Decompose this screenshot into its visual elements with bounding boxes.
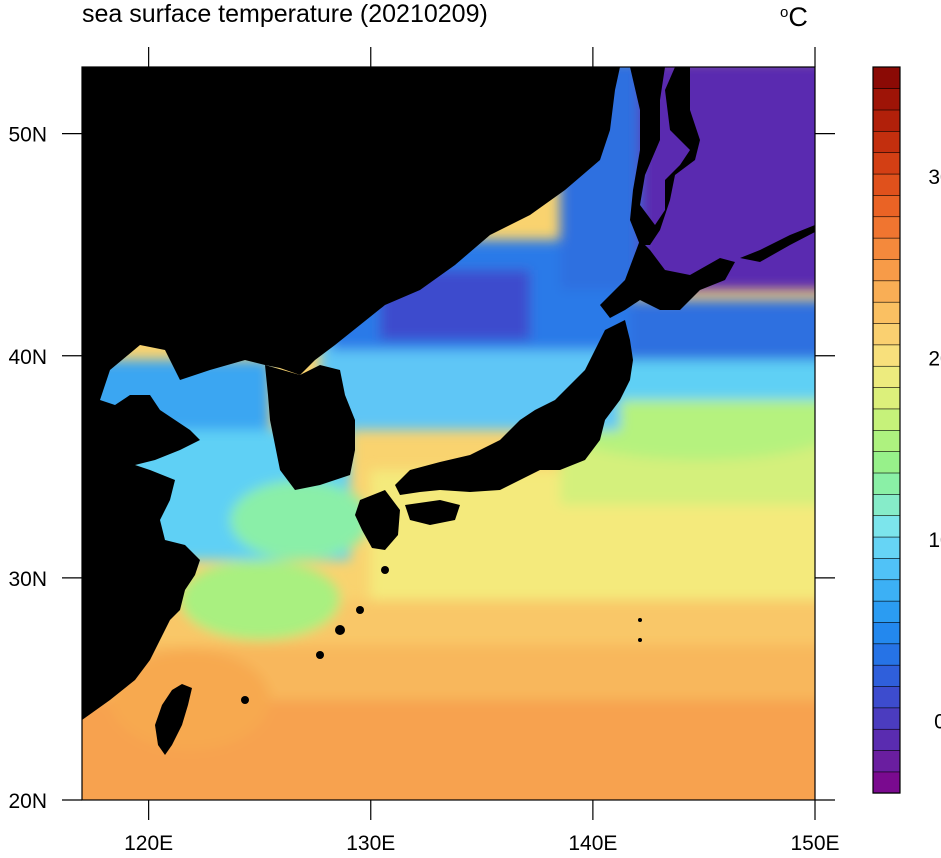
colorbar-segment (872, 109, 901, 132)
colorbar-frame (872, 66, 901, 794)
y-tick-label: 50N (8, 124, 47, 147)
colorbar-segment (872, 258, 901, 282)
colorbar-segment (872, 451, 901, 474)
colorbar-segment (872, 685, 901, 709)
sst-north-pacific (610, 300, 815, 360)
colorbar-segment (872, 579, 901, 602)
colorbar-segment (872, 408, 901, 431)
colorbar-segment (872, 493, 901, 517)
island (381, 566, 389, 574)
colorbar-segment (872, 130, 901, 154)
colorbar-segment (872, 749, 901, 773)
island (638, 618, 642, 622)
land-kyushu (355, 490, 400, 550)
sst-east-china-sea-n (230, 480, 370, 560)
colorbar-segment (872, 88, 901, 111)
colorbar-segment (872, 216, 901, 239)
island (335, 625, 345, 635)
x-tick-label: 120E (124, 832, 173, 855)
colorbar-tick-label: 0 (934, 710, 941, 733)
sst-taiwan-warm (110, 650, 270, 750)
colorbar-segment (872, 152, 901, 175)
colorbar-segment (872, 322, 901, 346)
colorbar-segment (872, 771, 901, 794)
y-tick-label: 20N (8, 790, 47, 813)
colorbar-segment (872, 664, 901, 687)
x-tick-label: 140E (568, 832, 617, 855)
colorbar-segment (872, 237, 901, 260)
x-tick-label: 130E (346, 832, 395, 855)
land-sakhalin (630, 67, 700, 245)
colorbar-segment (872, 728, 901, 751)
land-shikoku (405, 500, 460, 525)
map-frame (81, 66, 816, 801)
colorbar-segment (872, 344, 901, 367)
degree-symbol: o (780, 4, 789, 21)
land-kurils (740, 225, 815, 262)
colorbar-segment (872, 472, 901, 495)
colorbar-tick-label: 30 (928, 166, 941, 189)
colorbar-segment (872, 66, 901, 89)
colorbar-segment (872, 515, 901, 538)
colorbar-segment (872, 621, 901, 645)
land-hokkaido (600, 240, 735, 318)
colorbar-segment (872, 280, 901, 303)
units-symbol: C (788, 2, 808, 32)
colorbar-segment (872, 173, 901, 196)
colorbar-segment (872, 600, 901, 623)
colorbar-segment (872, 429, 901, 452)
map-axes: 120E 130E 140E 150E 20N 30N 40N 50N (8, 47, 840, 855)
colorbar-segment (872, 707, 901, 730)
island (356, 606, 364, 614)
land-taiwan (155, 684, 192, 755)
colorbar-segment (872, 365, 901, 388)
colorbar-segment (872, 386, 901, 410)
colorbar-tick-label: 10 (928, 529, 941, 552)
colorbar-segment (872, 557, 901, 581)
map-title: sea surface temperature (20210209) (82, 0, 488, 28)
colorbar: 0 10 20 30 (872, 66, 941, 794)
colorbar-segment (872, 194, 901, 218)
island (241, 696, 249, 704)
units-label: oC (780, 2, 808, 33)
sst-east-china-sea (180, 560, 340, 640)
x-tick-label: 150E (790, 832, 839, 855)
island (638, 638, 642, 642)
land-honshu (395, 320, 633, 495)
land-korea (265, 365, 355, 490)
land (82, 67, 815, 755)
y-tick-label: 30N (8, 568, 47, 591)
y-tick-label: 40N (8, 346, 47, 369)
island (316, 651, 324, 659)
colorbar-segment (872, 301, 901, 324)
colorbar-segment (872, 643, 901, 666)
sst-field (82, 67, 815, 800)
land-asia (82, 67, 620, 720)
colorbar-segment (872, 536, 901, 559)
sst-front (610, 355, 815, 400)
colorbar-tick-label: 20 (928, 347, 941, 370)
